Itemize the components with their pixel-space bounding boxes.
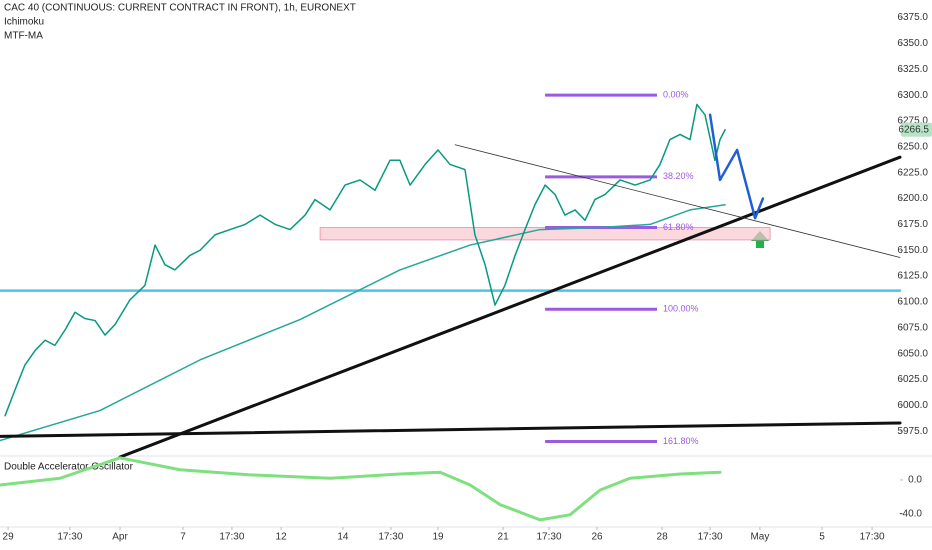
indicator-label: MTF-MA <box>4 31 43 42</box>
series-line <box>0 204 726 442</box>
y-tick-label: 6375.0 <box>897 12 928 23</box>
x-tick-label: 17:30 <box>860 532 885 543</box>
x-tick-label: 17:30 <box>536 532 561 543</box>
x-tick-label: 17:30 <box>57 532 82 543</box>
indicator-label: Ichimoku <box>4 17 44 28</box>
y-tick-label: -40.0 <box>899 509 922 520</box>
y-tick-label: 6225.0 <box>897 167 928 178</box>
series-line <box>0 421 902 438</box>
x-tick-label: 26 <box>591 532 603 543</box>
y-tick-label: 6125.0 <box>897 271 928 282</box>
y-tick-label: 0.0 <box>908 475 922 486</box>
fib-label: 38.20% <box>663 171 694 181</box>
y-tick-label: 6250.0 <box>897 141 928 152</box>
series-line <box>0 456 722 522</box>
y-tick-label: 6300.0 <box>897 90 928 101</box>
x-tick-label: Apr <box>112 532 128 543</box>
y-tick-label: 6000.0 <box>897 400 928 411</box>
x-tick-label: 28 <box>657 532 669 543</box>
y-tick-label: 6350.0 <box>897 38 928 49</box>
x-tick-label: 17:30 <box>698 532 723 543</box>
y-tick-label: 6200.0 <box>897 193 928 204</box>
series-line <box>118 155 902 459</box>
x-tick-label: 19 <box>432 532 444 543</box>
x-tick-label: 14 <box>337 532 349 543</box>
y-tick-label: 6050.0 <box>897 348 928 359</box>
x-tick-label: 5 <box>819 532 825 543</box>
fib-label: 61.80% <box>663 222 694 232</box>
fib-label: 0.00% <box>663 90 689 100</box>
x-tick-label: 7 <box>180 532 186 543</box>
series-line <box>454 144 901 258</box>
fib-label: 100.00% <box>663 304 699 314</box>
y-tick-label: 6025.0 <box>897 374 928 385</box>
y-tick-label: 5975.0 <box>897 426 928 437</box>
y-tick-label: 6100.0 <box>897 297 928 308</box>
y-tick-label: 6150.0 <box>897 245 928 256</box>
x-tick-label: 17:30 <box>378 532 403 543</box>
fib-label: 161.80% <box>663 436 699 446</box>
x-tick-label: 21 <box>498 532 510 543</box>
y-tick-label: 6175.0 <box>897 219 928 230</box>
x-tick-label: 29 <box>3 532 15 543</box>
last-price-label: 6266.5 <box>898 124 929 135</box>
y-tick-label: 6325.0 <box>897 64 928 75</box>
series-line <box>708 113 765 220</box>
last-price-box <box>901 122 932 137</box>
x-tick-label: 12 <box>276 532 288 543</box>
series-line <box>4 103 726 417</box>
chart-title: CAC 40 (CONTINUOUS: CURRENT CONTRACT IN … <box>4 3 356 14</box>
x-tick-label: 17:30 <box>219 532 244 543</box>
y-tick-label: 6075.0 <box>897 322 928 333</box>
oscillator-title: Double Accelerator Oscillator <box>4 462 134 473</box>
x-tick-label: May <box>750 532 769 543</box>
y-tick-label: 6275.0 <box>897 116 928 127</box>
